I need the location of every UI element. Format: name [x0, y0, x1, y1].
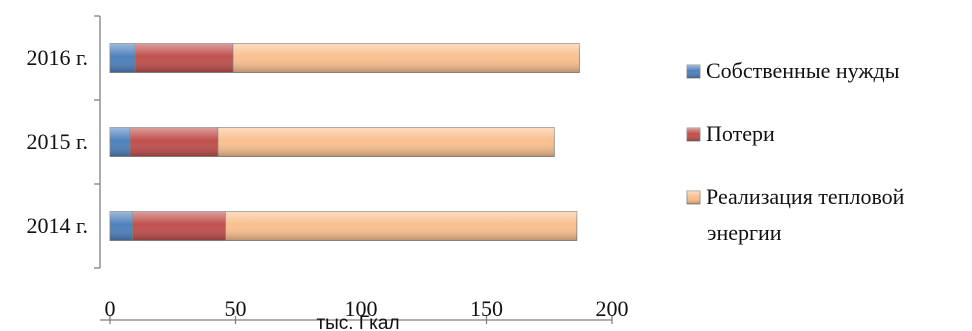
x-tick-label: 50 — [225, 296, 247, 321]
y-tick-label: 2014 г. — [26, 213, 88, 238]
y-tick-label: 2016 г. — [26, 45, 88, 70]
x-axis: 0 50 100 150 200 — [100, 296, 629, 324]
y-axis: 2014 г. 2015 г. 2016 г. — [26, 15, 101, 269]
legend: Собственные нужды Потери Реализация теплов… — [686, 58, 905, 245]
bar-segment — [109, 211, 133, 241]
x-tick-label: 100 — [345, 296, 378, 321]
bar-segment — [217, 127, 555, 157]
legend-label: Реализация тепловой энергии — [706, 184, 905, 245]
legend-item: Реализация тепловой энергии — [686, 184, 905, 245]
x-tick-label: 0 — [105, 296, 116, 321]
plot-area — [109, 43, 580, 241]
x-tick-label: 200 — [596, 296, 629, 321]
y-tick-label: 2015 г. — [26, 129, 88, 154]
bar-segment — [132, 211, 226, 241]
x-tick-label: 150 — [470, 296, 503, 321]
bar-segment — [232, 43, 580, 73]
bar-segment — [225, 211, 578, 241]
legend-label: Потери — [706, 121, 775, 146]
x-axis-title: тыс. Гкал — [316, 313, 399, 331]
legend-item: Собственные нужды — [686, 58, 900, 83]
legend-label: Собственные нужды — [706, 58, 900, 83]
bar-segment — [134, 43, 234, 73]
bar-segment — [129, 127, 219, 157]
bar-segment — [109, 127, 131, 157]
legend-item: Потери — [686, 121, 775, 146]
bar-segment — [109, 43, 136, 73]
